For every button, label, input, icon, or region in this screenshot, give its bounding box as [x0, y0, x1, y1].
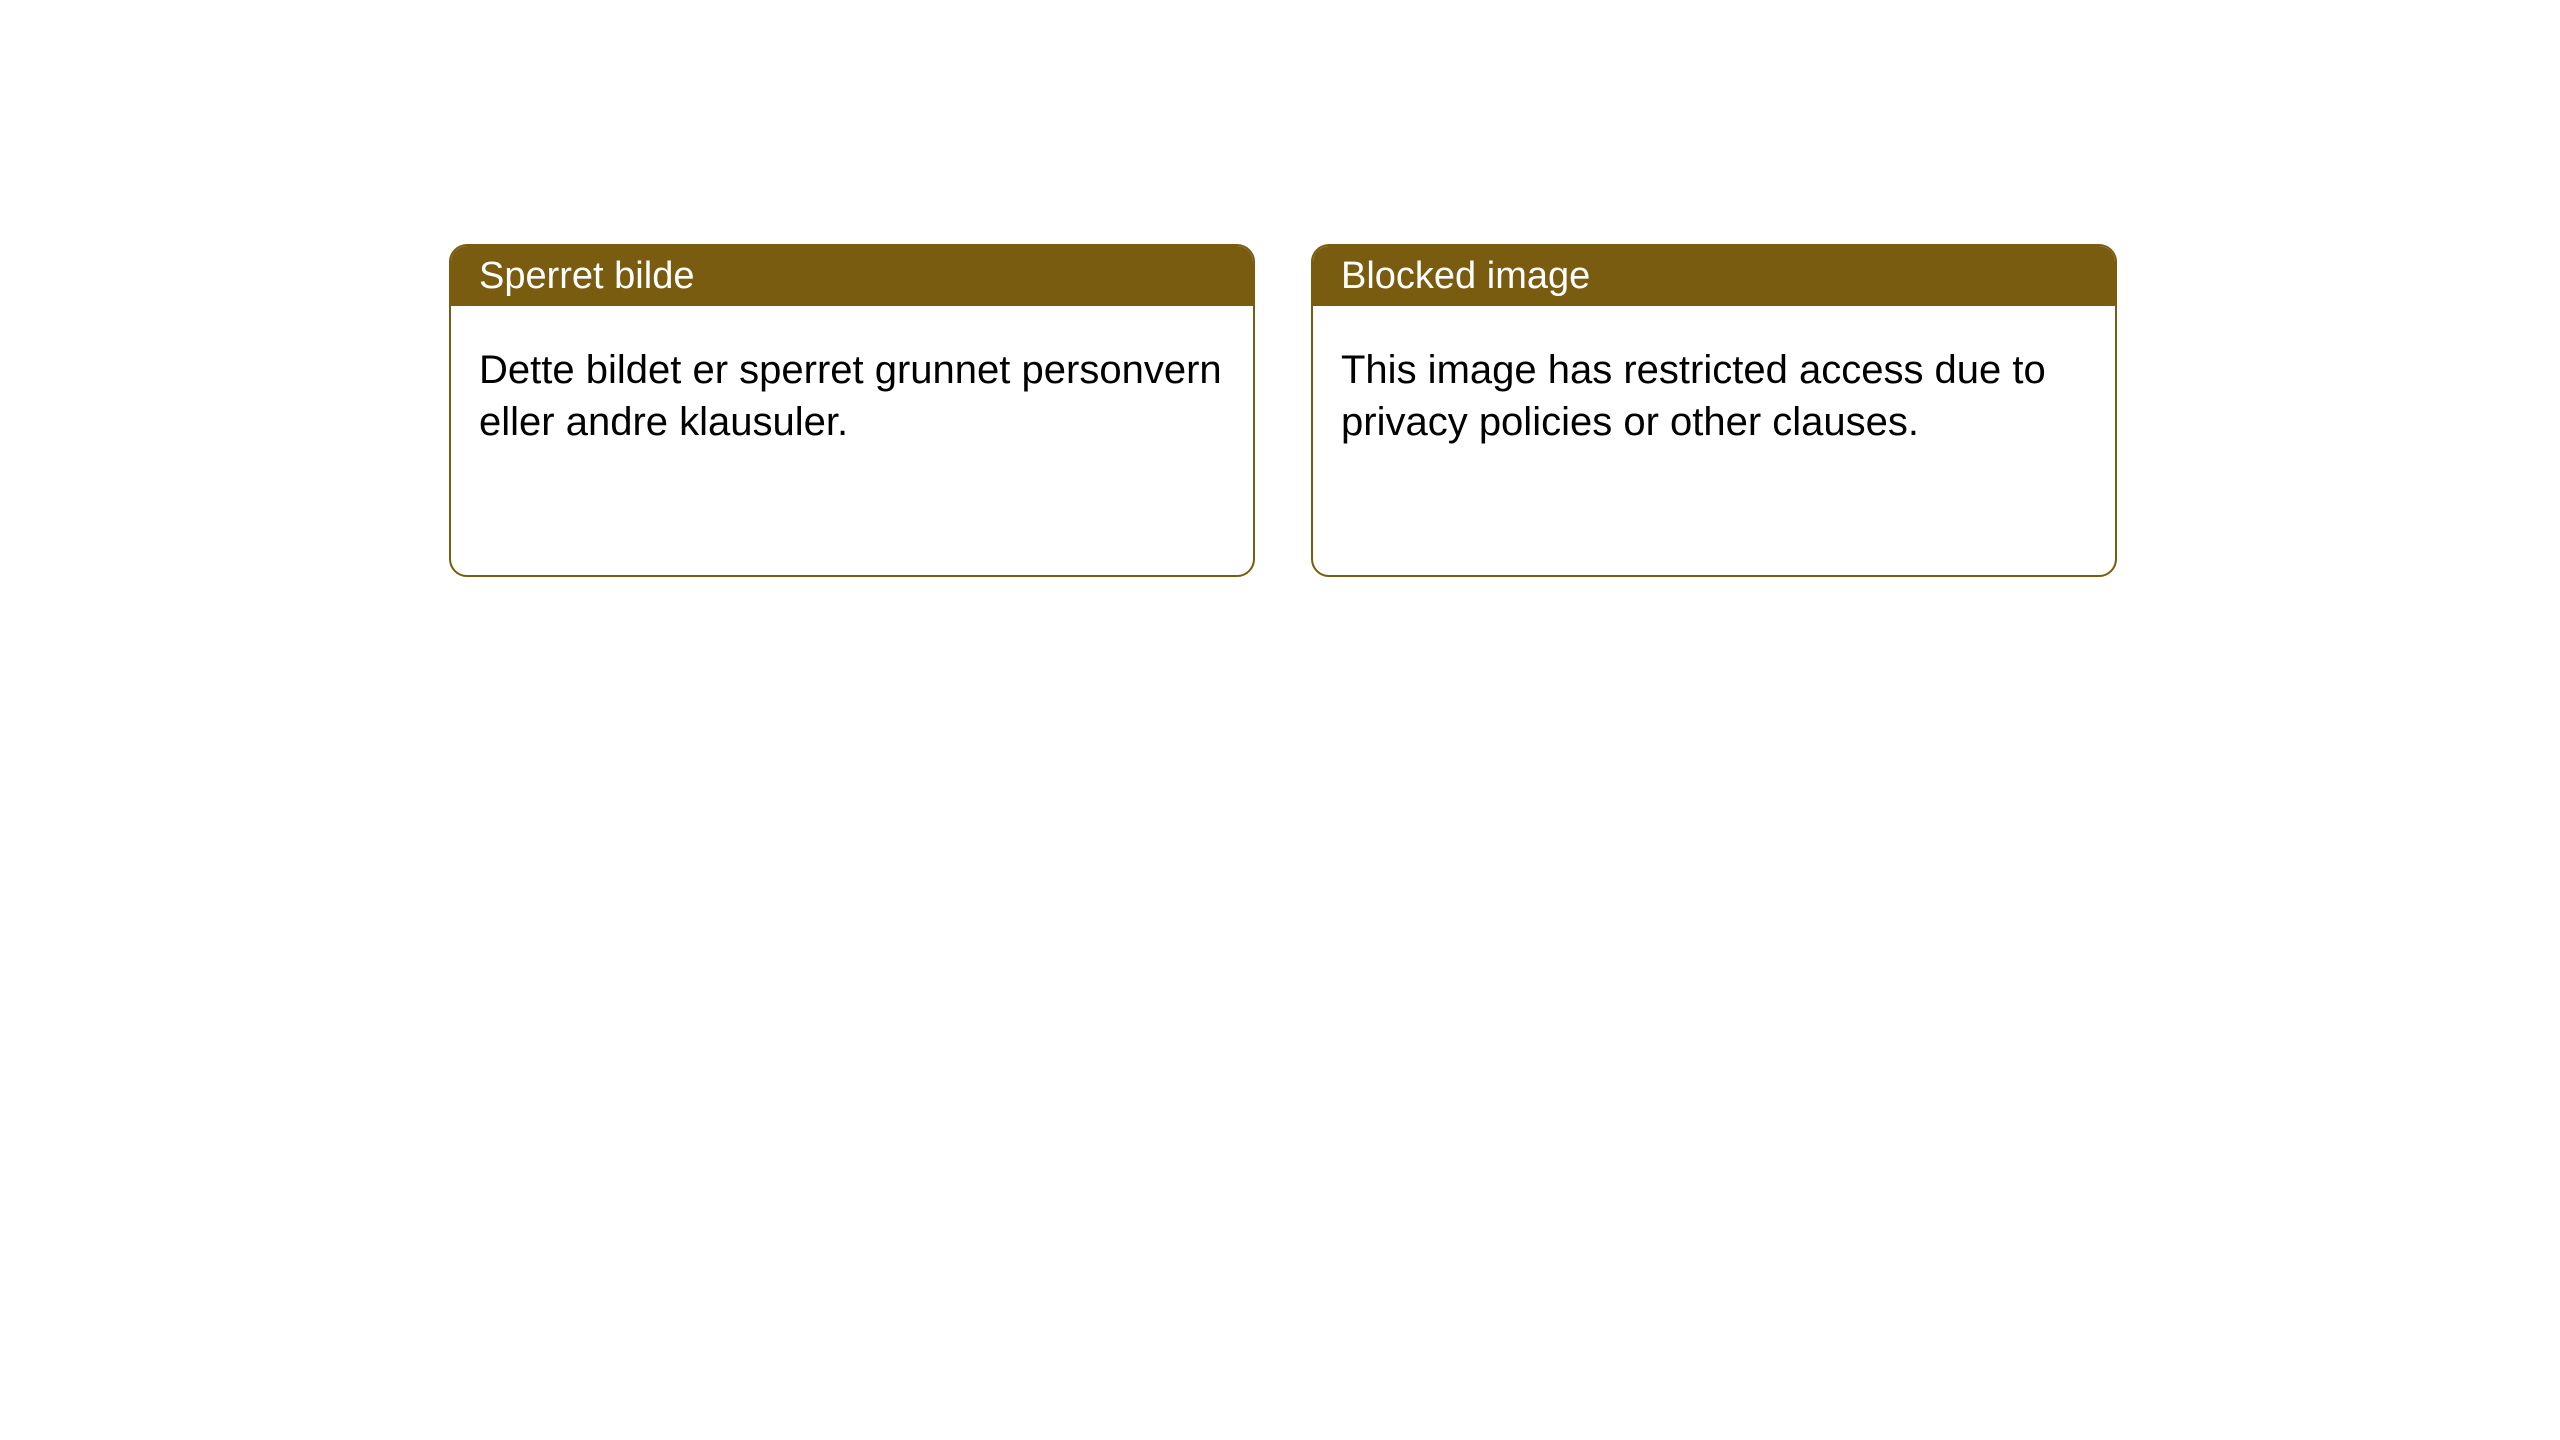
- notice-title-norwegian: Sperret bilde: [479, 255, 694, 298]
- notice-header-norwegian: Sperret bilde: [451, 246, 1253, 306]
- notice-body-norwegian: Dette bildet er sperret grunnet personve…: [451, 306, 1253, 486]
- notice-container: Sperret bilde Dette bildet er sperret gr…: [449, 244, 2117, 577]
- notice-card-english: Blocked image This image has restricted …: [1311, 244, 2117, 577]
- notice-card-norwegian: Sperret bilde Dette bildet er sperret gr…: [449, 244, 1255, 577]
- notice-text-english: This image has restricted access due to …: [1341, 348, 2046, 444]
- notice-header-english: Blocked image: [1313, 246, 2115, 306]
- notice-body-english: This image has restricted access due to …: [1313, 306, 2115, 486]
- notice-text-norwegian: Dette bildet er sperret grunnet personve…: [479, 348, 1222, 444]
- notice-title-english: Blocked image: [1341, 255, 1590, 298]
